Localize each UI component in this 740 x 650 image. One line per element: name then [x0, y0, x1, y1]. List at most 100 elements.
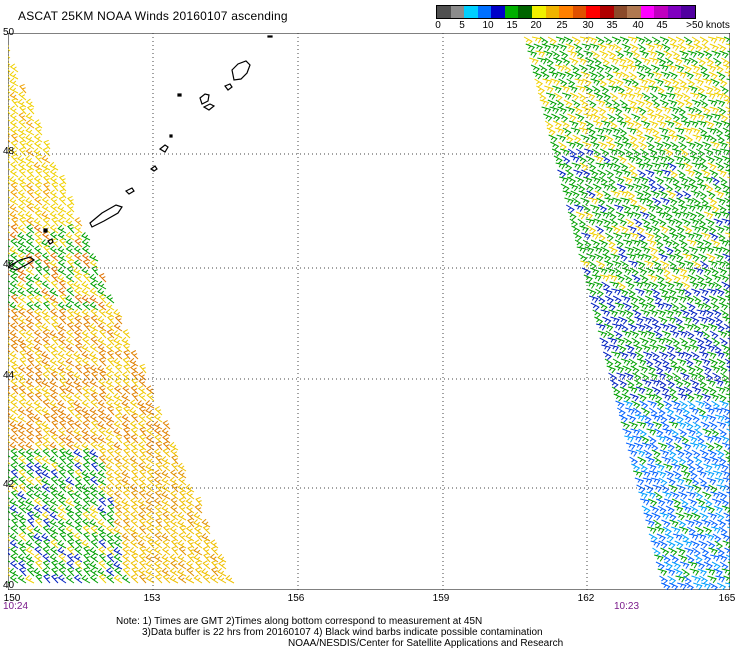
wind-barb	[616, 372, 626, 380]
wind-barb	[606, 302, 616, 311]
wind-barb	[609, 92, 619, 102]
wind-barb	[9, 532, 19, 542]
wind-barb	[607, 113, 617, 123]
wind-barb	[642, 379, 652, 387]
wind-barb	[25, 490, 35, 500]
wind-barb	[161, 491, 171, 500]
wind-barb	[589, 267, 600, 276]
wind-barb	[606, 239, 616, 249]
wind-barb	[708, 260, 718, 268]
wind-barb	[711, 50, 721, 59]
wind-barb	[673, 407, 683, 415]
wind-barb	[636, 421, 647, 429]
wind-barb	[629, 456, 639, 466]
wind-barb	[74, 413, 83, 423]
wind-barb	[689, 92, 700, 100]
wind-barb	[9, 280, 19, 290]
wind-barb	[10, 489, 19, 500]
wind-barb	[683, 449, 693, 458]
wind-barb	[649, 281, 659, 290]
wind-barb	[709, 232, 719, 241]
wind-barb	[622, 428, 632, 437]
wind-barb	[18, 196, 27, 206]
wind-barb	[691, 323, 701, 333]
wind-barb	[138, 405, 147, 416]
wind-barb	[82, 462, 91, 472]
wind-barb	[596, 134, 607, 142]
wind-barb	[193, 539, 203, 549]
wind-barb	[42, 434, 51, 444]
wind-barb	[681, 120, 691, 128]
wind-barb	[576, 85, 586, 93]
wind-barb	[616, 85, 625, 95]
wind-barb	[634, 316, 644, 325]
wind-barb	[649, 442, 659, 452]
wind-barb	[41, 280, 51, 290]
wind-barb	[35, 559, 43, 570]
wind-barb	[693, 519, 703, 528]
wind-barb	[122, 546, 131, 556]
wind-barb	[98, 560, 107, 570]
wind-barb	[715, 575, 726, 583]
wind-barb	[701, 43, 711, 53]
wind-barb	[701, 554, 712, 563]
wind-barb	[105, 414, 115, 423]
wind-barb	[662, 428, 673, 436]
wind-barb	[721, 442, 730, 450]
wind-barb	[114, 567, 123, 577]
wind-map-canvas	[8, 33, 730, 590]
wind-barb	[687, 148, 697, 158]
wind-barb	[672, 470, 682, 480]
wind-barb	[688, 372, 698, 380]
wind-barb	[631, 400, 641, 409]
wind-barb	[667, 386, 677, 396]
wind-barb	[74, 357, 83, 367]
wind-barb	[675, 225, 685, 234]
wind-barb	[18, 476, 27, 486]
wind-barb	[138, 504, 147, 514]
wind-barb	[73, 574, 83, 584]
wind-barb	[654, 554, 664, 562]
wind-barb	[703, 148, 714, 157]
wind-barb	[724, 197, 730, 207]
wind-barb	[710, 365, 721, 374]
wind-barb	[114, 504, 123, 514]
wind-barb	[572, 71, 582, 80]
wind-barb	[602, 253, 612, 262]
wind-barb	[678, 365, 688, 375]
wind-barb	[711, 274, 722, 283]
wind-barb	[58, 384, 67, 395]
wind-barb	[65, 245, 75, 255]
wind-barb	[187, 545, 195, 556]
wind-barb	[713, 155, 724, 164]
wind-barb	[697, 344, 707, 353]
wind-barb	[630, 78, 639, 88]
wind-barb	[619, 99, 629, 109]
wind-map	[8, 33, 730, 590]
wind-barb	[701, 519, 711, 527]
wind-barb	[10, 189, 19, 199]
wind-barb	[546, 64, 556, 74]
wind-barb	[91, 531, 99, 542]
wind-barb	[606, 78, 616, 87]
wind-barb	[67, 468, 75, 479]
wind-barb	[711, 561, 721, 570]
wind-barb	[97, 477, 107, 486]
wind-barb	[591, 50, 601, 60]
wind-barb	[691, 449, 701, 459]
wind-barb	[721, 344, 730, 353]
wind-barb	[640, 183, 651, 192]
wind-barb	[610, 316, 620, 324]
wind-barb	[686, 526, 696, 536]
wind-barb	[74, 217, 83, 227]
wind-barb	[621, 330, 632, 338]
wind-barb	[640, 470, 651, 478]
wind-barb	[661, 106, 672, 114]
wind-barb	[681, 218, 691, 227]
wind-barb	[17, 203, 27, 213]
wind-barb	[676, 71, 687, 79]
wind-barb	[713, 442, 723, 451]
wind-barb	[624, 435, 634, 443]
wind-barb	[625, 442, 636, 450]
wind-barb	[8, 350, 11, 360]
